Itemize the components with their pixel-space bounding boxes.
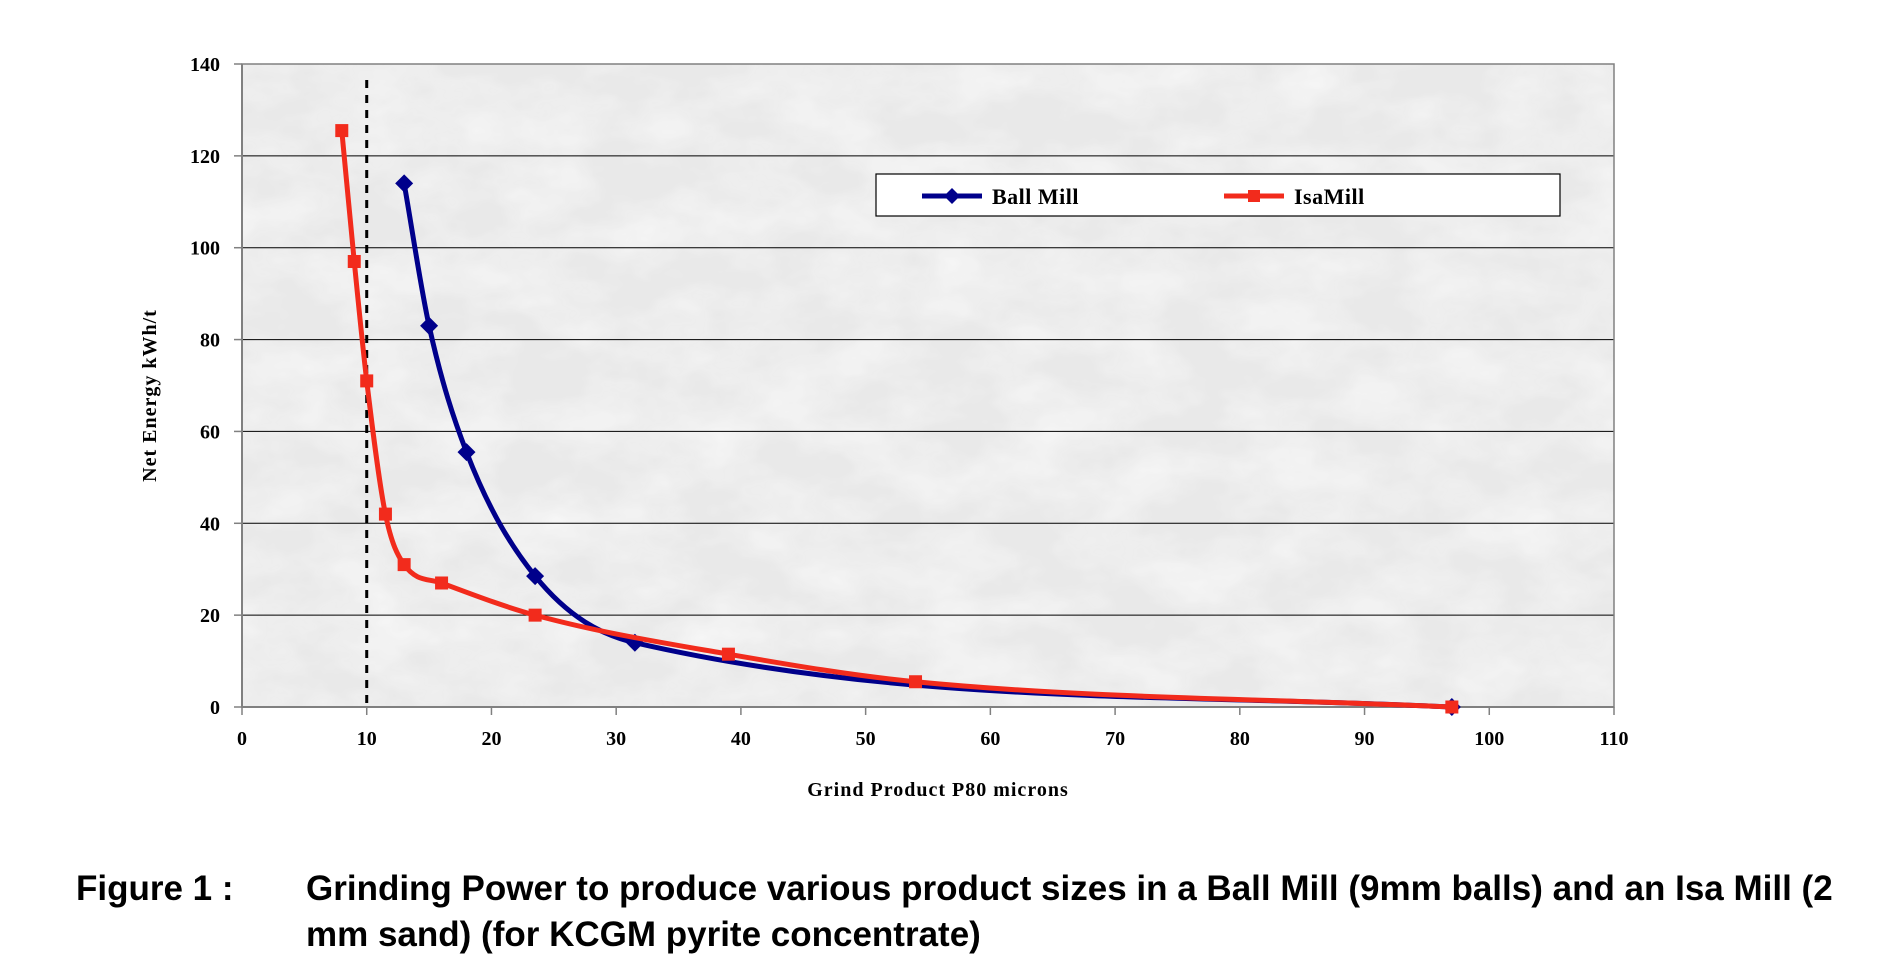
y-tick-label: 100 [190,238,220,260]
plot-area [242,64,1614,707]
data-point-isamill [335,124,349,138]
y-tick-label: 0 [210,697,220,719]
data-point-isamill [360,374,374,388]
series-isamill [335,124,1459,714]
data-point-isamill [909,675,923,689]
legend-marker-ball-mill [944,188,960,204]
data-point-isamill [397,558,411,572]
series-group [335,124,1461,716]
x-tick-label: 30 [606,728,626,750]
y-tick-label: 60 [200,421,220,443]
x-tick-label: 0 [237,728,247,750]
data-point-isamill [721,647,735,661]
data-point-isamill [1445,700,1459,714]
axes [241,63,1615,708]
x-tick-label: 70 [1105,728,1125,750]
caption-text: Grinding Power to produce various produc… [306,869,1833,954]
series-line-isamill [339,128,1455,710]
x-tick-label: 50 [856,728,876,750]
y-tick-label: 20 [200,605,220,627]
x-tick-label: 80 [1230,728,1250,750]
data-point-isamill [435,576,449,590]
y-axis-title: Net Energy kWh/t [139,309,161,482]
y-tick-label: 40 [200,513,220,535]
figure-label: Figure 1 : [76,869,234,908]
x-tick-label: 10 [357,728,377,750]
legend-label-isamill: IsaMill [1294,184,1365,209]
x-tick-label: 90 [1355,728,1375,750]
plot-texture [242,64,1614,707]
data-point-isamill [528,608,542,622]
data-point-ball-mill [420,316,439,335]
x-tick-label: 110 [1600,728,1629,750]
data-point-ball-mill [457,443,476,462]
data-point-isamill [378,507,392,521]
legend: Ball Mill IsaMill [875,173,1561,217]
x-axis-title: Grind Product P80 microns [807,779,1068,801]
x-tick-label: 20 [481,728,501,750]
x-tick-label: 40 [731,728,751,750]
x-tick-label: 100 [1474,728,1504,750]
legend-label-ball-mill: Ball Mill [992,184,1079,209]
legend-marker-isamill [1248,190,1260,202]
data-point-ball-mill [395,174,414,193]
legend-box [875,173,1561,217]
y-tick-label: 120 [190,146,220,168]
y-tick-label: 80 [200,330,220,352]
x-tick-label: 60 [980,728,1000,750]
y-tick-label: 140 [190,54,220,76]
tick-labels: 0 10 20 30 40 50 60 70 80 90 100 110 0 20 40 60 80 100 120… [190,54,1628,750]
data-point-ball-mill [526,567,545,586]
data-point-isamill [347,254,361,268]
